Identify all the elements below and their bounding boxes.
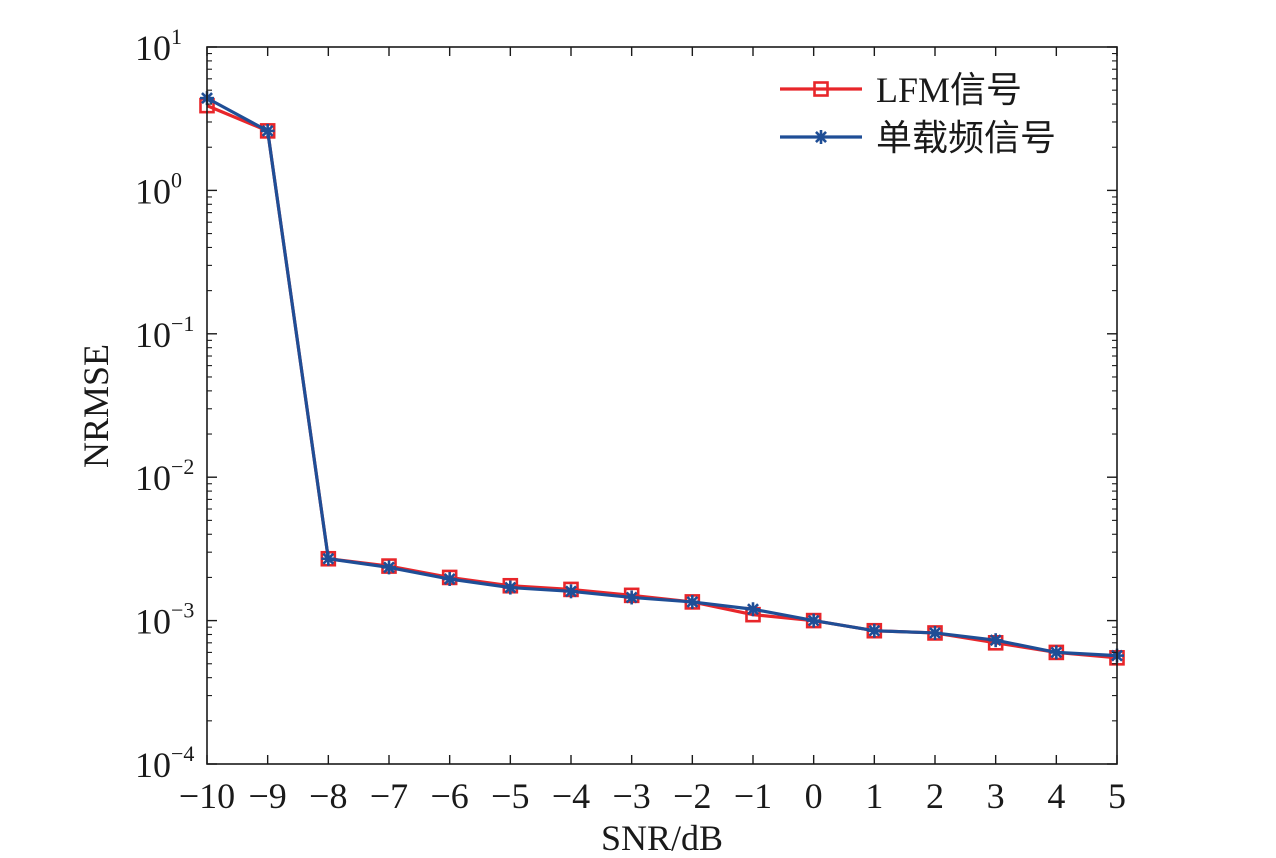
x-tick-label: −6 — [431, 776, 469, 816]
data-point-s1-8 — [685, 594, 700, 609]
x-tick-label: −5 — [491, 776, 529, 816]
series-layer — [199, 91, 1125, 666]
x-tick-label: −4 — [552, 776, 590, 816]
data-point-s1-11 — [867, 623, 882, 638]
legend-label: 单载频信号 — [876, 118, 1056, 158]
series-line-1 — [206, 96, 1118, 658]
plot-frame — [206, 46, 1118, 765]
y-axis-label: NRMSE — [76, 344, 116, 468]
y-tick-label: 101 — [135, 24, 182, 68]
data-point-s1-5 — [503, 580, 518, 595]
legend-item-1: 单载频信号 — [780, 118, 1056, 158]
x-tick-label: −10 — [179, 776, 235, 816]
y-tick-label: 10−4 — [135, 741, 194, 785]
y-tick-label: 100 — [135, 167, 182, 211]
data-point-s1-13 — [988, 633, 1003, 648]
x-tick-label: −3 — [613, 776, 651, 816]
x-tick-label: −7 — [370, 776, 408, 816]
x-tick-label: −1 — [734, 776, 772, 816]
y-tick-label: 10−1 — [135, 311, 194, 355]
axes-layer: −10 −9 −8 −7 −6 −5 −4 −3 −2 −1 0 1 2 3 4 510110010−110−… — [135, 24, 1126, 816]
x-tick-label: −9 — [249, 776, 287, 816]
plot-area — [207, 47, 1117, 764]
legend-item-0: LFM信号 — [780, 70, 1022, 110]
series-1 — [200, 91, 1124, 663]
x-tick-label: 0 — [805, 776, 823, 816]
x-tick-label: −8 — [309, 776, 347, 816]
x-axis-label: SNR/dB — [601, 818, 723, 858]
data-point-s1-6 — [564, 584, 578, 599]
y-tick-label: 10−3 — [135, 598, 194, 642]
legend-marker — [813, 81, 829, 97]
plot-background — [207, 47, 1117, 764]
data-point-s1-9 — [746, 602, 760, 617]
legend-label: LFM信号 — [876, 70, 1022, 110]
data-point-s1-10 — [806, 613, 821, 628]
data-point-s1-2 — [321, 551, 336, 566]
x-tick-label: 3 — [987, 776, 1005, 816]
data-point-s1-7 — [624, 590, 639, 605]
x-tick-label: 2 — [926, 776, 944, 816]
legend-marker — [814, 130, 828, 144]
data-point-s1-12 — [928, 625, 942, 640]
data-point-s1-1 — [260, 123, 275, 138]
data-point-s1-14 — [1049, 645, 1064, 660]
x-tick-label: 4 — [1047, 776, 1065, 816]
x-tick-label: 5 — [1108, 776, 1126, 816]
data-point-s1-3 — [382, 560, 396, 575]
x-tick-label: −2 — [673, 776, 711, 816]
x-tick-label: 1 — [865, 776, 883, 816]
y-tick-label: 10−2 — [135, 454, 194, 498]
data-point-s1-4 — [442, 572, 457, 587]
